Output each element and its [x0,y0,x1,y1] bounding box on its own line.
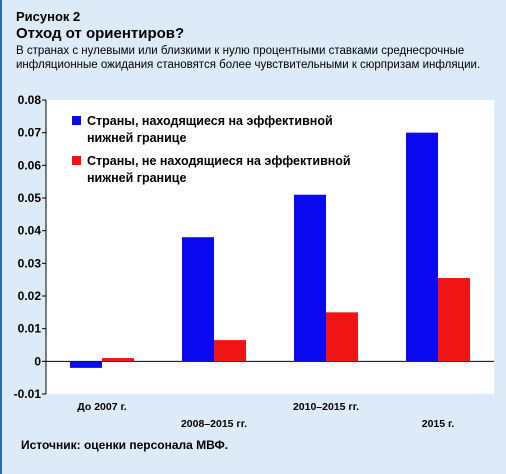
bar-non-elb-1 [214,340,246,362]
x-category-label: 2008–2015 гг. [181,418,247,430]
bar-non-elb-3 [438,278,470,362]
legend-swatch-0 [72,116,81,125]
source-note: Источник: оценки персонала МВФ. [21,438,229,452]
y-tick-label: 0.02 [18,289,42,303]
bar-non-elb-2 [326,312,358,362]
legend-label-0: Страны, находящиеся на эффективной нижней… [87,114,333,145]
legend-swatch-1 [72,156,81,165]
bar-elb-3 [406,132,438,362]
y-tick-label: 0.06 [18,158,42,172]
figure-subtitle: В странах с нулевыми или близкими к нулю… [16,45,481,71]
y-tick-label: 0.01 [18,322,42,336]
figure-label: Рисунок 2 [16,9,81,24]
figure-title: Отход от ориентиров? [16,25,185,42]
y-tick-label: 0.04 [18,224,42,238]
y-tick-label: -0.01 [14,387,42,401]
bar-elb-2 [294,194,326,362]
bar-non-elb-0 [102,358,134,362]
y-tick-label: 0.05 [18,191,42,205]
bar-elb-1 [182,237,214,362]
y-tick-label: 0 [34,354,41,368]
y-tick-label: 0.07 [18,126,42,140]
x-category-label: 2010–2015 гг. [293,401,359,413]
legend-label-1: Страны, не находящиеся на эффективной ниж… [87,154,351,185]
y-tick-label: 0.08 [18,93,42,107]
x-category-label: До 2007 г. [77,401,127,413]
y-tick-label: 0.03 [18,256,42,270]
bar-elb-0 [70,361,102,368]
x-category-label: 2015 г. [422,418,455,430]
